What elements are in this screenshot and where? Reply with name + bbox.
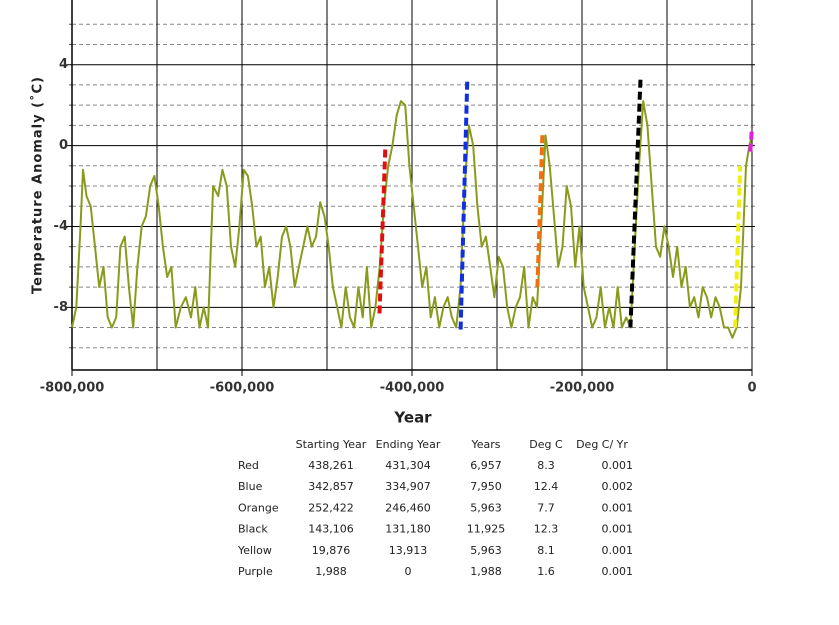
table-cell: 246,460: [385, 501, 431, 514]
table-cell: 0.001: [602, 501, 634, 514]
table-cell: 12.4: [534, 480, 559, 493]
table-header: Deg C/ Yr: [576, 438, 628, 451]
table-cell: 6,957: [470, 459, 502, 472]
table-cell: 143,106: [308, 523, 354, 536]
table-cell: 0: [405, 565, 412, 578]
table-cell: 7.7: [537, 501, 555, 514]
table-cell: 252,422: [308, 501, 354, 514]
table-cell: 7,950: [470, 480, 502, 493]
y-axis-label: Temperature Anomaly (˚C): [30, 76, 46, 294]
table-cell: 8.3: [537, 459, 555, 472]
table-cell: 5,963: [470, 544, 502, 557]
rate-segment: [535, 131, 545, 288]
table-cell: 5,963: [470, 501, 502, 514]
table-cell: 0.001: [602, 523, 634, 536]
x-tick-label: -400,000: [380, 381, 445, 396]
table-cell: 334,907: [385, 480, 431, 493]
table-header: Ending Year: [376, 438, 441, 451]
table-cell: 131,180: [385, 523, 431, 536]
y-tick-label: 0: [59, 138, 68, 153]
table-cell: 431,304: [385, 459, 431, 472]
rate-segment: [458, 78, 470, 330]
rate-segment: [748, 127, 754, 152]
table-cell: 12.3: [534, 523, 559, 536]
y-tick-label: -8: [54, 300, 68, 315]
table-cell: 0.001: [602, 565, 634, 578]
table-cell: 0.002: [602, 480, 634, 493]
temperature-line: [71, 100, 753, 339]
rate-segment: [733, 165, 743, 328]
x-tick-label: -600,000: [210, 381, 275, 396]
row-label: Yellow: [237, 544, 272, 557]
table-cell: 11,925: [467, 523, 506, 536]
row-label: Blue: [238, 480, 263, 493]
table-cell: 13,913: [389, 544, 428, 557]
x-tick-label: -800,000: [40, 381, 105, 396]
rate-segment: [628, 78, 643, 328]
row-label: Red: [238, 459, 259, 472]
table-cell: 342,857: [308, 480, 354, 493]
x-tick-label: -200,000: [550, 381, 615, 396]
rate-segment: [377, 145, 388, 314]
table-cell: 438,261: [308, 459, 354, 472]
table-header: Deg C: [529, 438, 563, 451]
table-header: Starting Year: [296, 438, 367, 451]
y-tick-label: -4: [54, 219, 68, 234]
row-label: Orange: [238, 501, 279, 514]
table-cell: 8.1: [537, 544, 555, 557]
table-cell: 0.001: [602, 459, 634, 472]
table-header: Years: [470, 438, 500, 451]
x-axis-label: Year: [393, 409, 432, 427]
table-cell: 19,876: [312, 544, 351, 557]
table-cell: 1.6: [537, 565, 555, 578]
table-cell: 1,988: [315, 565, 347, 578]
table-cell: 0.001: [602, 544, 634, 557]
table-cell: 1,988: [470, 565, 502, 578]
row-label: Purple: [238, 565, 273, 578]
y-tick-label: 4: [59, 57, 68, 72]
x-tick-label: 0: [747, 381, 756, 396]
row-label: Black: [238, 523, 268, 536]
